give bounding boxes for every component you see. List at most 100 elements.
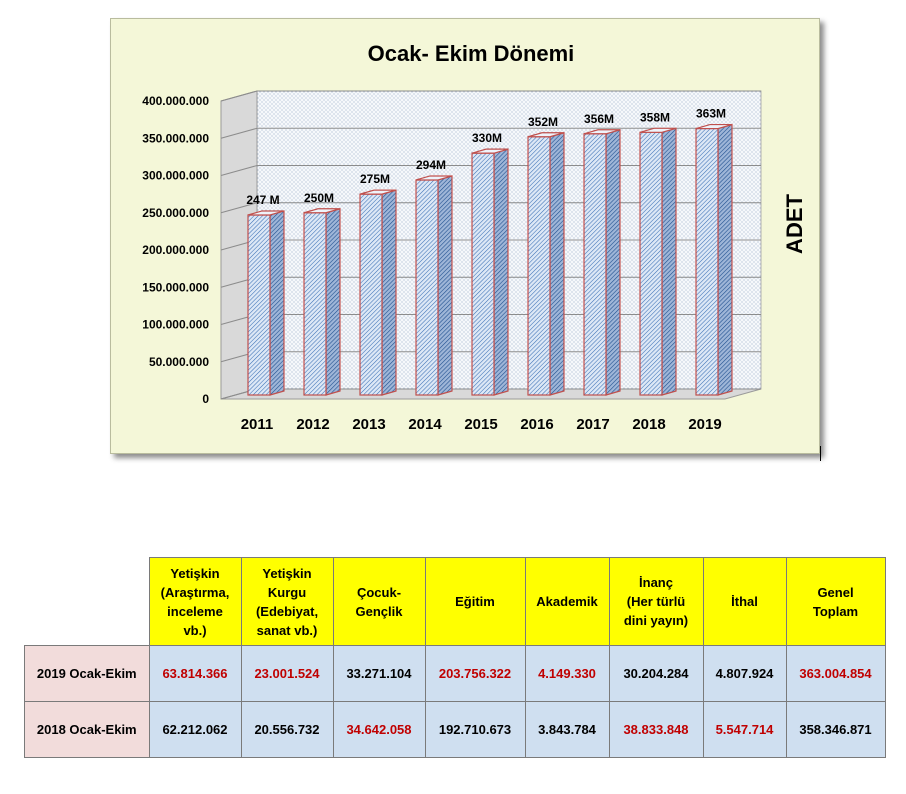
table-cell: 363.004.854 (785, 645, 886, 702)
table-cell: 34.642.058 (332, 701, 426, 758)
table-cell: 203.756.322 (424, 645, 526, 702)
bar-side (437, 175, 453, 396)
bar-side (661, 127, 677, 396)
bar-side (381, 189, 397, 396)
y-tick-label: 350.000.000 (142, 131, 209, 145)
bar-data-label: 294M (416, 158, 446, 172)
table-cell: 63.814.366 (148, 645, 242, 702)
data-table: Yetişkin (Araştırma, inceleme vb.) Yetiş… (24, 557, 886, 758)
y-tick-label: 50.000.000 (149, 355, 209, 369)
x-tick-label: 2014 (408, 416, 442, 433)
chart-title: Ocak- Ekim Dönemi (368, 41, 575, 66)
y-tick-label: 0 (202, 392, 209, 406)
bar-front (415, 179, 439, 396)
row-label: 2019 Ocak-Ekim (24, 645, 150, 702)
header-yetiskin-arastirma: Yetişkin (Araştırma, inceleme vb.) (148, 557, 242, 646)
table-cell: 4.807.924 (702, 645, 787, 702)
bar-top (247, 210, 285, 216)
table-corner (24, 557, 150, 646)
x-tick-label: 2013 (352, 416, 385, 433)
x-tick-label: 2017 (576, 416, 609, 433)
header-ithal: İthal (702, 557, 787, 646)
bar: 363M (695, 107, 733, 396)
header-egitim: Eğitim (424, 557, 526, 646)
x-tick-label: 2019 (688, 416, 721, 433)
y-tick-label: 100.000.000 (142, 318, 209, 332)
row-label: 2018 Ocak-Ekim (24, 701, 150, 758)
y-axis-ticks: 0 50.000.000 100.000.000 150.000.000 200.000… (142, 94, 209, 406)
bar: 352M (527, 115, 565, 396)
bar-data-label: 356M (584, 112, 614, 126)
bar: 358M (639, 110, 677, 396)
table-row: 2019 Ocak-Ekim 63.814.366 23.001.524 33.271… (24, 645, 886, 702)
x-tick-label: 2012 (296, 416, 329, 433)
x-tick-label: 2011 (241, 416, 274, 433)
table-cell: 23.001.524 (240, 645, 334, 702)
y-tick-label: 200.000.000 (142, 243, 209, 257)
bar-front (303, 212, 327, 396)
bar: 275M (359, 172, 397, 396)
x-tick-label: 2015 (464, 416, 497, 433)
bar-side (717, 123, 733, 396)
table-cell: 30.204.284 (608, 645, 704, 702)
bar: 356M (583, 112, 621, 396)
bar: 250M (303, 191, 341, 396)
x-tick-label: 2016 (520, 416, 553, 433)
header-genel-toplam: Genel Toplam (785, 557, 886, 646)
gridline (220, 127, 761, 139)
bar-side (325, 207, 341, 396)
table-cell: 38.833.848 (608, 701, 704, 758)
bar-front (583, 133, 607, 396)
y-tick-label: 300.000.000 (142, 169, 209, 183)
table-cell: 33.271.104 (332, 645, 426, 702)
x-axis-ticks: 2011 2012 2013 2014 2015 2016 2017 2018 2019 (241, 416, 722, 433)
table-cell: 5.547.714 (702, 701, 787, 758)
table-cell: 62.212.062 (148, 701, 242, 758)
bar-side (493, 148, 509, 396)
bar-front (695, 127, 719, 396)
table-cell: 358.346.871 (785, 701, 886, 758)
bar-top (527, 132, 565, 138)
bar-data-label: 247 M (246, 193, 279, 207)
y-axis-label: ADET (782, 193, 807, 253)
x-tick-label: 2018 (632, 416, 665, 433)
bar-front (359, 193, 383, 396)
table-cell: 4.149.330 (524, 645, 610, 702)
table-header-row: Yetişkin (Araştırma, inceleme vb.) Yetiş… (24, 557, 886, 646)
table-row: 2018 Ocak-Ekim 62.212.062 20.556.732 34.642… (24, 701, 886, 758)
bar-front (527, 136, 551, 396)
bar-chart: 0 50.000.000 100.000.000 150.000.000 200.000… (142, 41, 807, 433)
bar-side (269, 210, 285, 396)
header-inanc: İnanç (Her türlü dini yayın) (608, 557, 704, 646)
bar-data-label: 363M (696, 107, 726, 121)
table-cell: 3.843.784 (524, 701, 610, 758)
header-cocuk-genclik: Çocuk- Gençlik (332, 557, 426, 646)
gridline (220, 90, 761, 102)
bar-top (359, 189, 397, 195)
bar-top (695, 123, 733, 130)
bar-data-label: 275M (360, 172, 390, 186)
bar-data-label: 330M (472, 131, 502, 145)
chart-frame: 0 50.000.000 100.000.000 150.000.000 200.000… (110, 18, 820, 454)
bar-side (605, 128, 621, 396)
bar-front (247, 214, 271, 396)
bar-data-label: 352M (528, 115, 558, 129)
bar-top (583, 129, 621, 135)
bar-side (549, 131, 565, 396)
bar-top (471, 148, 509, 154)
y-tick-label: 250.000.000 (142, 206, 209, 220)
y-tick-label: 150.000.000 (142, 280, 209, 294)
bar-data-label: 250M (304, 191, 334, 205)
header-akademik: Akademik (524, 557, 610, 646)
bar: 247 M (246, 193, 285, 396)
table-cell: 20.556.732 (240, 701, 334, 758)
bars: 247 M 250M 275M 294M 330M 352M 356M 358M 363M (246, 107, 733, 396)
header-yetiskin-kurgu: Yetişkin Kurgu (Edebiyat, sanat vb.) (240, 557, 334, 646)
bar-top (415, 175, 453, 181)
bar: 330M (471, 131, 509, 396)
bar-front (471, 152, 495, 396)
y-tick-label: 400.000.000 (142, 94, 209, 108)
bar-top (639, 127, 677, 133)
bar-top (303, 208, 341, 214)
bar: 294M (415, 158, 453, 396)
